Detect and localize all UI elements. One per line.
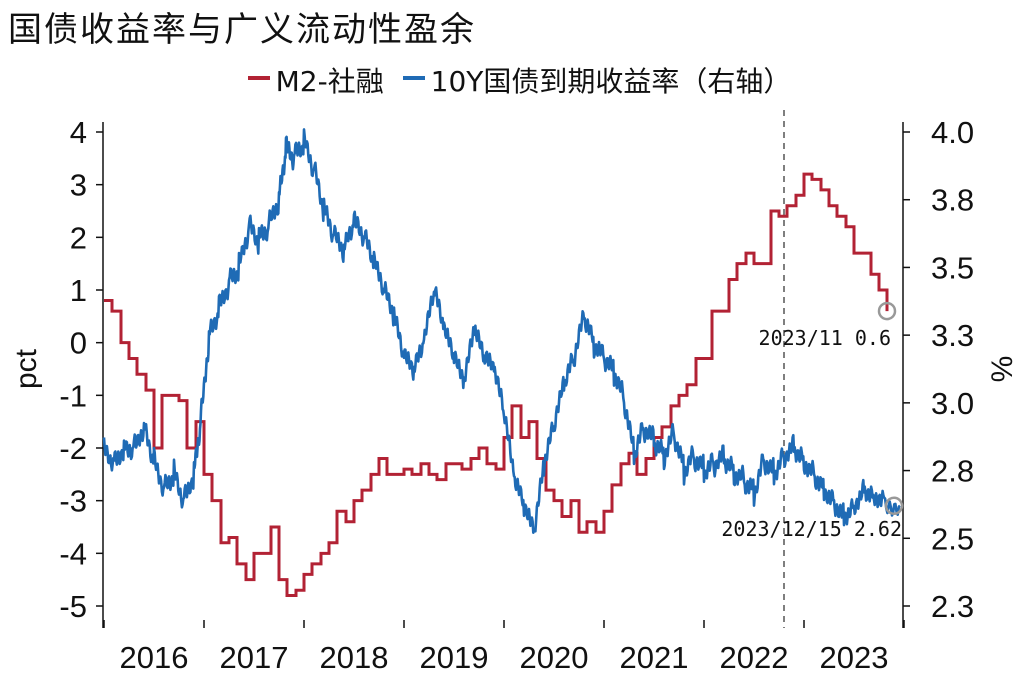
x-tick-label: 2020 [520, 640, 589, 674]
left-tick-label: 0 [70, 326, 87, 361]
x-tick-label: 2019 [420, 640, 489, 674]
right-tick-label: 3.5 [931, 250, 974, 285]
left-tick-label: -2 [59, 431, 87, 466]
left-axis-label: pct [10, 348, 43, 389]
series-line-10y [102, 128, 901, 534]
x-tick-label: 2022 [720, 640, 789, 674]
legend-label-10y: 10Y国债到期收益率（右轴） [430, 65, 792, 98]
left-tick-label: -1 [59, 378, 87, 413]
left-tick-label: -4 [59, 536, 87, 571]
chart-title: 国债收益率与广义流动性盈余 [8, 10, 476, 50]
right-tick-label: 3.8 [931, 183, 974, 218]
legend-label-m2: M2-社融 [275, 65, 384, 98]
series-line-m2 [104, 172, 889, 597]
legend: M2-社融 10Y国债到期收益率（右轴） [0, 60, 1029, 100]
right-axis-label: % [986, 356, 1019, 383]
annotation-marker-m2 [877, 301, 897, 321]
x-tick-label: 2017 [220, 640, 289, 674]
left-tick-label: 4 [70, 115, 87, 150]
right-tick-label: 2.5 [931, 521, 974, 556]
left-tick-label: -3 [59, 484, 87, 519]
annotation-label-m2: 2023/11 0.6 [759, 326, 891, 350]
x-tick-label: 2018 [320, 640, 389, 674]
x-tick-label: 2021 [620, 640, 689, 674]
x-tick-label: 2023 [820, 640, 889, 674]
annotation-marker-10y [884, 496, 904, 516]
legend-swatch-10y [402, 76, 425, 80]
x-tick-label: 2016 [120, 640, 189, 674]
right-tick-label: 2.8 [931, 454, 974, 489]
left-tick-label: 2 [70, 220, 87, 255]
left-tick-label: 3 [70, 168, 87, 203]
right-tick-label: 2.3 [931, 589, 974, 624]
right-tick-label: 3.3 [931, 318, 974, 353]
left-tick-label: 1 [70, 273, 87, 308]
right-tick-label: 3.0 [931, 386, 974, 421]
legend-swatch-m2 [247, 76, 270, 80]
annotation-label-10y: 2023/12/15 2.62 [721, 517, 902, 541]
left-tick-label: -5 [59, 589, 87, 624]
right-tick-label: 4.0 [931, 115, 974, 150]
